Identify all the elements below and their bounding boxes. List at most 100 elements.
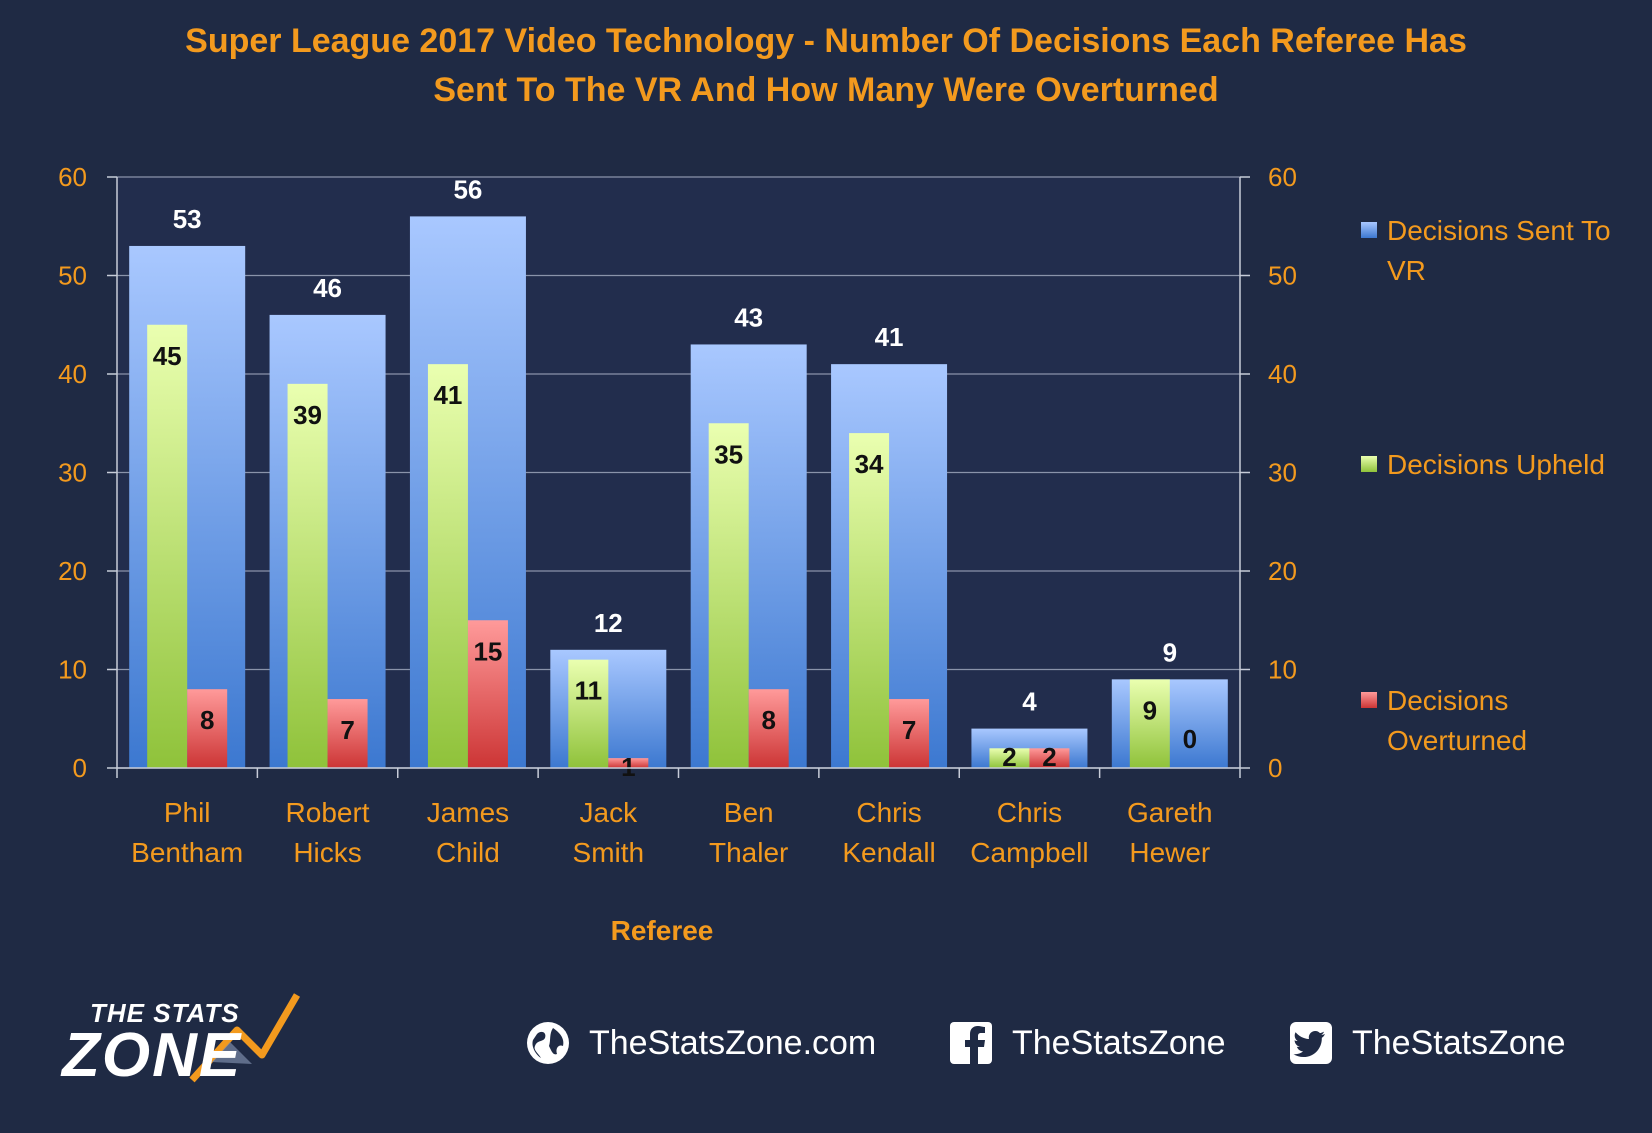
bar-upheld [287, 383, 328, 768]
x-tick-label: Thaler [709, 837, 788, 868]
twitter-text: TheStatsZone [1352, 1023, 1566, 1062]
legend-swatch [1361, 456, 1377, 472]
x-tick-label: Jack [580, 797, 639, 828]
globe-icon [527, 1022, 569, 1064]
x-tick-label: Gareth [1127, 797, 1213, 828]
legend-swatch [1361, 222, 1377, 238]
x-tick-label: Chris [856, 797, 921, 828]
data-label-upheld: 39 [293, 400, 322, 430]
data-label-sent-to-vr: 46 [313, 273, 342, 303]
data-label-overturned: 7 [902, 715, 916, 745]
legend: Decisions Sent To VR Decisions Upheld Decis… [1361, 215, 1611, 756]
twitter-link[interactable]: TheStatsZone [1288, 1020, 1566, 1066]
bar-upheld [989, 748, 1030, 768]
data-label-sent-to-vr: 53 [173, 204, 202, 234]
x-axis-label: Referee [611, 915, 714, 946]
data-label-overturned: 7 [340, 715, 354, 745]
x-tick-label: Smith [573, 837, 645, 868]
bar-overturned [187, 689, 228, 768]
data-label-sent-to-vr: 9 [1163, 637, 1177, 667]
data-label-sent-to-vr: 4 [1022, 687, 1037, 717]
website-link[interactable]: TheStatsZone.com [525, 1020, 876, 1066]
x-tick-label: James [427, 797, 509, 828]
bars [129, 216, 1228, 768]
facebook-text: TheStatsZone [1012, 1023, 1226, 1062]
y-tick-label-right: 60 [1268, 162, 1297, 192]
data-label-overturned: 2 [1042, 742, 1056, 772]
data-label-upheld: 35 [714, 439, 743, 469]
bar-upheld [427, 364, 468, 768]
data-label-sent-to-vr: 41 [875, 322, 904, 352]
bar-upheld [147, 324, 188, 768]
y-tick-label-left: 60 [58, 162, 87, 192]
y-tick-label-right: 50 [1268, 261, 1297, 291]
y-tick-label-left: 20 [58, 556, 87, 586]
website-text: TheStatsZone.com [589, 1023, 877, 1062]
data-label-overturned: 8 [761, 705, 775, 735]
logo-text-top: THE STATS [90, 998, 240, 1028]
data-label-overturned: 8 [200, 705, 214, 735]
logo-text-bottom: ZONE [62, 1021, 243, 1090]
chart-title: Super League 2017 Video Technology - Num… [185, 22, 1467, 109]
stats-zone-logo: THE STATS ZONE [62, 990, 362, 1090]
data-label-upheld: 41 [433, 380, 462, 410]
x-tick-label: Bentham [131, 837, 243, 868]
y-tick-label-right: 10 [1268, 655, 1297, 685]
logo-swoosh-icon [189, 993, 301, 1083]
bar-overturned [748, 689, 789, 768]
chart-title-line-1: Super League 2017 Video Technology - Num… [185, 22, 1467, 60]
twitter-icon [1290, 1022, 1332, 1064]
x-tick-label: Robert [286, 797, 370, 828]
bar-upheld [568, 659, 609, 768]
data-label-overturned: 1 [621, 752, 635, 782]
x-tick-label: Hicks [293, 837, 361, 868]
data-label-upheld: 9 [1143, 695, 1157, 725]
x-tick-label: Campbell [970, 837, 1088, 868]
bar-overturned [608, 758, 649, 768]
legend-label: Decisions [1387, 685, 1508, 716]
data-label-overturned: 15 [473, 636, 502, 666]
bar-overturned [1029, 748, 1070, 768]
x-tick-label: Kendall [842, 837, 935, 868]
chart-title-line-2: Sent To The VR And How Many Were Overtur… [433, 71, 1218, 109]
bar-overturned [889, 699, 930, 768]
x-tick-label: Ben [724, 797, 774, 828]
data-label-upheld: 45 [153, 341, 182, 371]
y-tick-label-left: 50 [58, 261, 87, 291]
facebook-link[interactable]: TheStatsZone [948, 1020, 1226, 1066]
bar-upheld [1129, 679, 1170, 768]
chart: Super League 2017 Video Technology - Num… [58, 22, 1611, 946]
y-tick-label-right: 0 [1268, 753, 1282, 783]
data-label-upheld: 34 [855, 449, 884, 479]
data-label-sent-to-vr: 43 [734, 302, 763, 332]
x-tick-label: Chris [997, 797, 1062, 828]
x-tick-label: Child [436, 837, 500, 868]
bar-overturned [327, 699, 368, 768]
data-label-upheld: 11 [575, 676, 603, 706]
legend-swatch [1361, 692, 1377, 708]
legend-label: Decisions Upheld [1387, 449, 1605, 480]
y-tick-label-right: 30 [1268, 458, 1297, 488]
footer: THE STATS ZONE TheStatsZone.com TheStats… [0, 990, 1652, 1100]
data-label-overturned: 0 [1183, 724, 1197, 754]
y-tick-label-left: 0 [73, 753, 87, 783]
y-tick-label-right: 20 [1268, 556, 1297, 586]
facebook-icon [950, 1022, 992, 1064]
legend-label: Decisions Sent To [1387, 215, 1611, 246]
legend-label: Overturned [1387, 725, 1527, 756]
bar-overturned [467, 620, 508, 768]
data-label-sent-to-vr: 12 [594, 608, 623, 638]
y-tick-label-left: 30 [58, 458, 87, 488]
x-tick-label: Hewer [1129, 837, 1210, 868]
data-label-sent-to-vr: 56 [453, 174, 482, 204]
y-tick-label-left: 10 [58, 655, 87, 685]
x-tick-label: Phil [164, 797, 211, 828]
bar-upheld [708, 423, 749, 768]
y-tick-label-right: 40 [1268, 359, 1297, 389]
legend-label: VR [1387, 255, 1426, 286]
y-tick-label-left: 40 [58, 359, 87, 389]
data-label-upheld: 2 [1002, 742, 1016, 772]
bar-upheld [849, 433, 890, 768]
